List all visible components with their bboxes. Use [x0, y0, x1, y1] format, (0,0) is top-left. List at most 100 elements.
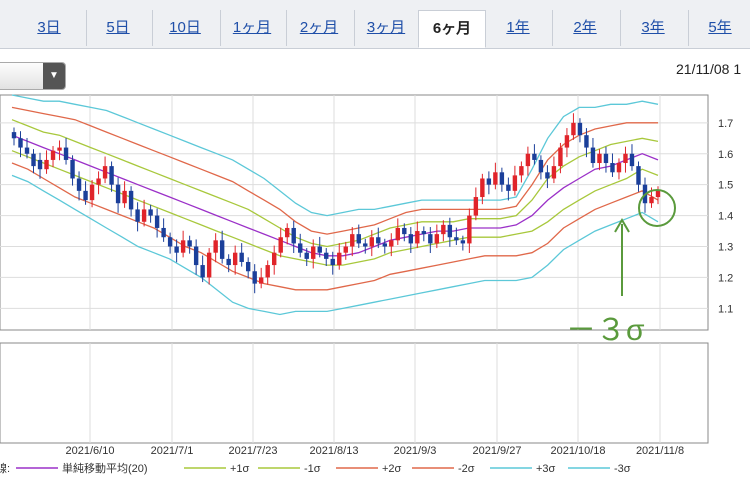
legend-label: -2σ: [458, 463, 475, 475]
x-tick-label: 2021/7/1: [151, 445, 194, 457]
legend-label: 単純移動平均(20): [62, 461, 148, 475]
candle-body: [525, 153, 531, 167]
tab-6m[interactable]: 6ヶ月: [418, 10, 486, 48]
candle-body: [551, 166, 557, 179]
candle-body: [382, 243, 387, 247]
candle-body: [324, 252, 329, 259]
band-minus2-line: [11, 162, 659, 291]
band-plus1-line: [11, 119, 659, 248]
candle-body: [245, 261, 251, 272]
price-plot: 1.1 1.2 1.3 1.4 1.5 1.6 1.7: [0, 94, 733, 331]
y-tick-label: 1.6: [718, 149, 733, 161]
candle-body: [512, 175, 518, 191]
candle-body: [226, 258, 231, 266]
candle-body: [460, 240, 466, 244]
legend-label: +3σ: [536, 463, 556, 475]
candle-body: [330, 258, 335, 266]
candle-body: [193, 246, 199, 266]
candle-body: [24, 147, 30, 154]
candle-body: [258, 277, 264, 284]
candle-body: [298, 243, 303, 253]
candle-body: [232, 252, 238, 266]
period-tabs: 3日 5日 10日 1ヶ月 2ヶ月 3ヶ月 6ヶ月 1年 2年 3年 5年: [0, 0, 750, 49]
annotation: －３σ: [566, 189, 676, 347]
tab-5y[interactable]: 5年: [688, 10, 750, 46]
tab-2y[interactable]: 2年: [552, 10, 617, 46]
candle-body: [161, 227, 166, 238]
candle-body: [154, 215, 160, 228]
candle-body: [11, 132, 17, 139]
candle-body: [337, 252, 342, 266]
candle-body: [428, 234, 433, 244]
candle-body: [584, 135, 589, 148]
candle-body: [577, 122, 583, 136]
candle-body: [558, 147, 563, 167]
candle-body: [538, 159, 544, 173]
candle-body: [50, 150, 56, 160]
legend: 線: 単純移動平均(20) +1σ -1σ +2σ -2σ +3σ -3σ: [0, 461, 631, 475]
candle-body: [532, 153, 537, 160]
legend-label: +2σ: [382, 463, 402, 475]
candle-body: [408, 234, 414, 244]
y-tick-label: 1.2: [718, 272, 733, 284]
candle-body: [206, 252, 212, 278]
candle-body: [389, 240, 394, 247]
caret-down-icon: ▼: [43, 63, 65, 89]
candle-body: [252, 271, 257, 284]
sub-plot-frame: [0, 342, 709, 444]
candle-body: [506, 184, 511, 191]
band-plus2-line: [11, 106, 658, 235]
candle-body: [187, 240, 192, 247]
candle-body: [597, 153, 602, 164]
candle-body: [473, 197, 479, 216]
candle-body: [141, 209, 147, 222]
candle-body: [31, 153, 36, 167]
legend-label: -1σ: [304, 463, 321, 475]
candle-body: [623, 153, 628, 164]
candle-body: [655, 190, 661, 198]
candle-body: [649, 197, 654, 204]
candle-body: [499, 172, 505, 185]
candle-body: [63, 147, 69, 160]
candle-body: [57, 147, 62, 151]
sub-plot: 2021/6/10 2021/7/1 2021/7/23 2021/8/13 2021/…: [0, 342, 709, 457]
legend-prefix: 線:: [0, 461, 10, 475]
tab-1m[interactable]: 1ヶ月: [220, 10, 283, 46]
candle-body: [571, 122, 576, 136]
candle-body: [636, 166, 641, 185]
candle-body: [363, 243, 368, 247]
candle-body: [376, 237, 381, 244]
candle-body: [135, 209, 140, 222]
x-tick-label: 2021/6/10: [66, 445, 115, 457]
candle-body: [545, 172, 550, 179]
tab-3d[interactable]: 3日: [37, 19, 61, 36]
candle-body: [18, 138, 23, 148]
candle-body: [89, 184, 95, 201]
candle-body: [311, 246, 316, 259]
tab-3y[interactable]: 3年: [620, 10, 685, 46]
candle-body: [369, 237, 374, 247]
legend-label: +1σ: [230, 463, 250, 475]
candle-body: [415, 231, 420, 244]
candle-body: [564, 135, 570, 148]
candle-body: [441, 224, 446, 235]
date-label: 21/11/08 1: [676, 61, 742, 77]
candle-body: [167, 237, 173, 247]
x-tick-label: 2021/10/18: [550, 445, 605, 457]
tab-2m[interactable]: 2ヶ月: [286, 10, 351, 46]
indicator-select[interactable]: ▼: [0, 62, 66, 90]
x-tick-label: 2021/7/23: [229, 445, 278, 457]
tab-5d[interactable]: 5日: [86, 10, 149, 46]
tab-1y[interactable]: 1年: [506, 19, 530, 36]
candle-body: [219, 240, 225, 259]
candle-body: [434, 234, 440, 244]
candle-body: [278, 237, 283, 253]
candle-body: [610, 163, 615, 173]
annotation-text: －３σ: [566, 314, 645, 347]
candle-body: [265, 265, 270, 278]
candle-body: [148, 209, 153, 216]
tab-3m[interactable]: 3ヶ月: [354, 10, 417, 46]
tab-10d[interactable]: 10日: [152, 10, 217, 46]
candle-body: [467, 215, 472, 244]
y-tick-label: 1.1: [718, 303, 733, 315]
